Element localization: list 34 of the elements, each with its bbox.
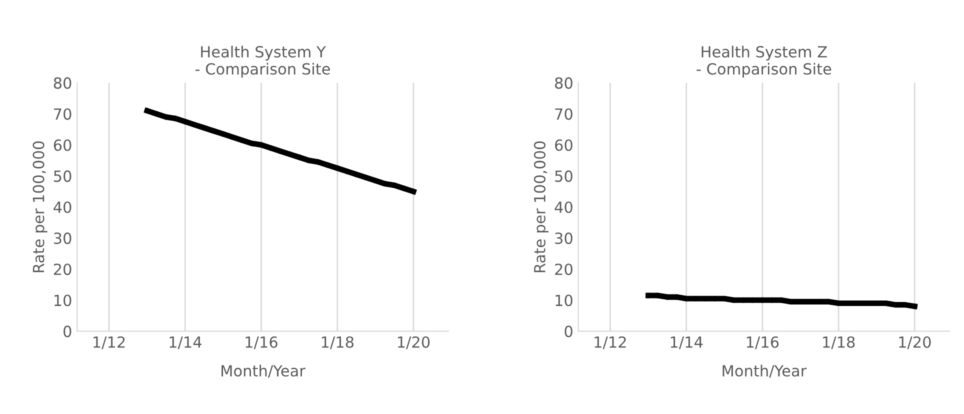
x-tick-label: 1/18: [322, 336, 354, 350]
chart-title: Health System Y - Comparison Site: [195, 46, 330, 78]
y-tick-label: 70: [54, 108, 72, 120]
x-tick-label: 1/20: [899, 336, 931, 350]
y-tick-label: 30: [54, 232, 72, 244]
y-tick-label: 0: [564, 326, 572, 338]
y-tick-label: 50: [54, 170, 72, 182]
y-tick-label: 70: [555, 108, 572, 120]
x-tick-label: 1/12: [94, 336, 125, 350]
y-tick-label: 20: [54, 264, 72, 276]
x-tick-label: 1/16: [746, 336, 779, 350]
y-tick-label: 0: [64, 326, 72, 338]
x-tick-label: 1/14: [670, 336, 703, 350]
y-tick-label: 40: [54, 201, 72, 214]
y-tick-label: 80: [54, 77, 72, 89]
y-axis-title: Rate per 100,000: [32, 141, 48, 272]
chart-title: Health System Z - Comparison Site: [696, 46, 832, 78]
y-tick-label: 10: [54, 294, 72, 306]
y-tick-label: 30: [555, 232, 572, 244]
y-tick-label: 60: [555, 139, 572, 151]
y-tick-label: 40: [554, 201, 572, 214]
x-tick-label: 1/18: [823, 336, 855, 350]
x-tick-label: 1/12: [594, 336, 626, 350]
x-axis-title: Month/Year: [222, 364, 306, 378]
y-tick-label: 80: [555, 77, 572, 89]
y-tick-label: 20: [555, 264, 572, 276]
x-tick-label: 1/16: [246, 336, 278, 350]
y-tick-label: 50: [555, 170, 572, 182]
y-tick-label: 10: [556, 294, 572, 306]
x-tick-label: 1/20: [398, 336, 430, 350]
x-axis-title: Month/Year: [722, 364, 807, 378]
y-axis-title: Rate per 100,000: [534, 141, 548, 272]
y-tick-label: 60: [54, 139, 72, 151]
x-tick-label: 1/14: [170, 336, 202, 350]
